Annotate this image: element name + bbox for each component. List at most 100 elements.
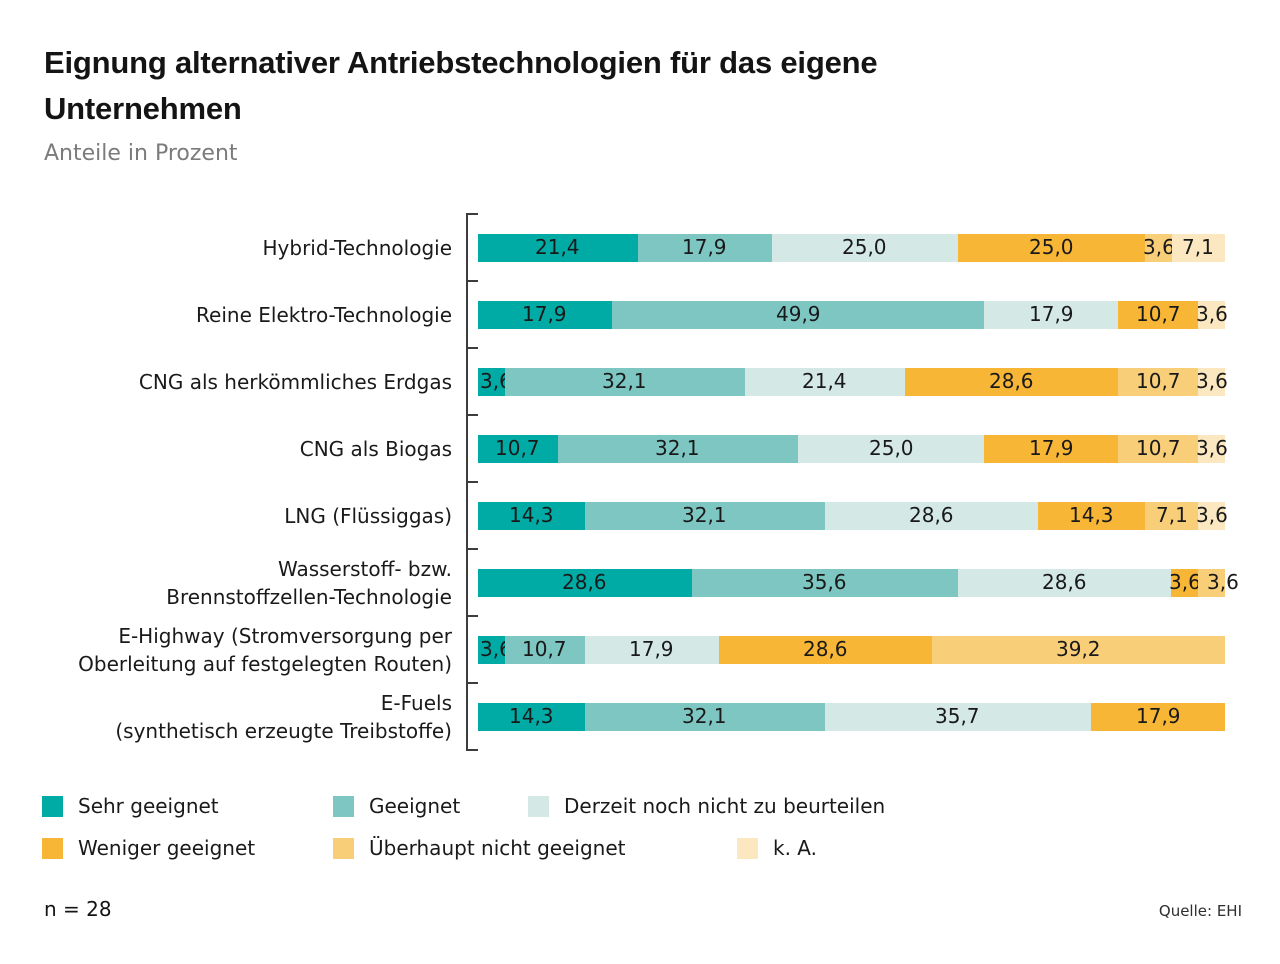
legend-swatch: [737, 837, 758, 859]
bar-segment: [637, 234, 772, 262]
category-label: LNG (Flüssiggas): [0, 502, 452, 530]
bar-segment: [478, 703, 585, 731]
value-label: 10,7: [495, 436, 540, 460]
y-axis-tick: [466, 213, 478, 215]
bar-segment: [1171, 234, 1225, 262]
value-label: 3,6: [1196, 503, 1228, 527]
category-label-line: Reine Elektro-Technologie: [196, 303, 452, 327]
category-label: Hybrid-Technologie: [0, 234, 452, 262]
value-label: 3,6: [1207, 570, 1239, 594]
value-label: 25,0: [869, 436, 914, 460]
category-label-line: LNG (Flüssiggas): [284, 504, 452, 528]
category-label-line: CNG als herkömmliches Erdgas: [138, 370, 452, 394]
y-axis-tick: [466, 749, 478, 751]
value-label: 17,9: [1136, 704, 1181, 728]
y-axis-tick: [466, 548, 478, 550]
bar-segment: [584, 703, 825, 731]
y-axis-tick: [466, 280, 478, 282]
value-label: 7,1: [1156, 503, 1188, 527]
value-label: 3,6: [1196, 369, 1228, 393]
value-label: 10,7: [522, 637, 567, 661]
value-label: 3,6: [1196, 302, 1228, 326]
bar-segment: [1118, 368, 1199, 396]
category-label-line: E-Highway (Stromversorgung per: [118, 624, 452, 648]
bar-segment: [957, 569, 1172, 597]
value-label: 17,9: [629, 637, 674, 661]
legend-label: Weniger geeignet: [78, 836, 256, 860]
value-label: 28,6: [803, 637, 848, 661]
value-label: 28,6: [989, 369, 1034, 393]
value-label: 17,9: [1029, 302, 1074, 326]
value-label: 32,1: [655, 436, 700, 460]
category-label-line: (synthetisch erzeugte Treibstoffe): [115, 719, 452, 743]
legend-swatch: [42, 795, 63, 817]
legend-item: Geeignet: [333, 793, 460, 819]
category-label-line: E-Fuels: [380, 691, 452, 715]
legend-swatch: [333, 837, 354, 859]
category-label-line: Wasserstoff- bzw.: [277, 557, 452, 581]
bar-segment: [611, 301, 985, 329]
category-label: CNG als Biogas: [0, 435, 452, 463]
bar-segment: [744, 368, 905, 396]
legend-item: Überhaupt nicht geeignet: [333, 835, 626, 861]
legend-item: k. A.: [737, 835, 817, 861]
bar-segment: [1118, 435, 1199, 463]
value-label: 3,6: [1169, 570, 1201, 594]
y-axis-tick: [466, 414, 478, 416]
bar-segment: [504, 636, 585, 664]
page-title-line2: Unternehmen: [44, 91, 242, 126]
bar-segment: [1198, 435, 1225, 463]
legend-swatch: [42, 837, 63, 859]
value-label: 32,1: [602, 369, 647, 393]
value-label: 17,9: [522, 302, 567, 326]
value-label: 35,7: [935, 704, 980, 728]
legend-item: Sehr geeignet: [42, 793, 219, 819]
category-label: Wasserstoff- bzw. Brennstoffzellen-Techno…: [0, 555, 452, 611]
bar-segment: [1198, 368, 1225, 396]
bar-segment: [584, 636, 719, 664]
legend-label: Derzeit noch nicht zu beurteilen: [564, 794, 886, 818]
category-label-line: Hybrid-Technologie: [262, 236, 452, 260]
bar-segment: [504, 368, 745, 396]
value-label: 25,0: [842, 235, 887, 259]
y-axis-tick: [466, 682, 478, 684]
category-label-line: CNG als Biogas: [299, 437, 452, 461]
value-label: 10,7: [1136, 436, 1181, 460]
bar-segment: [478, 435, 558, 463]
value-label: 10,7: [1136, 302, 1181, 326]
bar-segment: [958, 234, 1146, 262]
bar-segment: [1198, 301, 1225, 329]
bar-segment: [718, 636, 933, 664]
bar-segment: [797, 435, 985, 463]
legend-label: Geeignet: [369, 794, 461, 818]
bar-segment: [771, 234, 959, 262]
category-label-line: Oberleitung auf festgelegten Routen): [78, 652, 452, 676]
bar-segment: [557, 435, 798, 463]
legend-label: Sehr geeignet: [78, 794, 219, 818]
bar-segment: [478, 502, 585, 530]
value-label: 25,0: [1029, 235, 1074, 259]
category-label: Reine Elektro-Technologie: [0, 301, 452, 329]
value-label: 21,4: [802, 369, 847, 393]
value-label: 32,1: [682, 503, 727, 527]
y-axis-tick: [466, 481, 478, 483]
page-title-line1: Eignung alternativer Antriebstechnologie…: [44, 45, 878, 80]
bar-segment: [1145, 502, 1199, 530]
legend-item: Derzeit noch nicht zu beurteilen: [528, 793, 885, 819]
category-label: E-Highway (Stromversorgung per Oberleitun…: [0, 622, 452, 678]
value-label: 14,3: [509, 704, 554, 728]
value-label: 49,9: [776, 302, 821, 326]
bar-segment: [478, 636, 505, 664]
value-label: 3,6: [1143, 235, 1175, 259]
bar-segment: [478, 569, 692, 597]
bar-segment: [984, 435, 1119, 463]
value-label: 28,6: [562, 570, 607, 594]
value-label: 39,2: [1056, 637, 1101, 661]
bar-segment: [824, 703, 1092, 731]
value-label: 28,6: [909, 503, 954, 527]
category-label: E-Fuels (synthetisch erzeugte Treibstoffe…: [0, 689, 452, 745]
bar-segment: [932, 636, 1225, 664]
page-title: Eignung alternativer Antriebstechnologie…: [44, 40, 1104, 132]
bar-segment: [478, 368, 505, 396]
